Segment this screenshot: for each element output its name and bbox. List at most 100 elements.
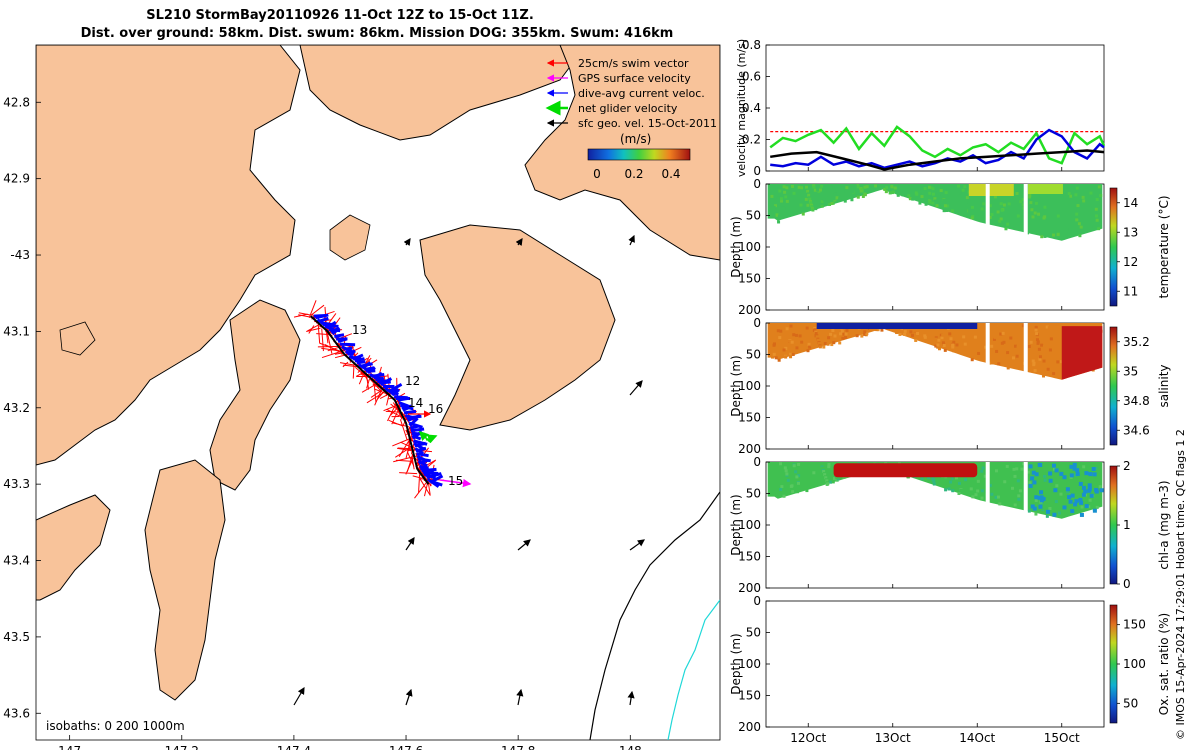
section-cell xyxy=(971,214,975,218)
section-cell xyxy=(816,338,820,342)
section-cell xyxy=(931,192,935,196)
section-cell xyxy=(787,213,791,217)
section-cell xyxy=(865,185,869,189)
section-cell xyxy=(1045,325,1049,329)
section-cell xyxy=(1001,483,1005,487)
section-cell xyxy=(999,202,1003,206)
section-cell xyxy=(941,333,945,337)
section-cell xyxy=(776,325,780,329)
section-cell xyxy=(1045,487,1049,491)
current-vector xyxy=(426,472,442,479)
section-cell xyxy=(1042,464,1046,468)
section-cell xyxy=(1077,218,1081,222)
section-cell xyxy=(903,332,907,336)
section-cell xyxy=(1031,359,1035,363)
section-cell xyxy=(850,198,854,202)
section-cell xyxy=(1022,462,1026,466)
colorbar-tick-label: 50 xyxy=(1123,696,1138,710)
section-cell xyxy=(844,332,848,336)
geo-arrow xyxy=(627,690,635,706)
section-cell xyxy=(804,197,808,201)
section-cell xyxy=(814,207,818,211)
section-cell xyxy=(780,485,784,489)
section-cell xyxy=(970,358,974,362)
section-cell xyxy=(1045,514,1049,518)
section-cell xyxy=(971,495,975,499)
section-cell xyxy=(1010,361,1014,365)
section-cell xyxy=(1007,202,1011,206)
velocity-series-line xyxy=(770,149,1105,171)
land-southwest xyxy=(36,494,111,601)
section-cell xyxy=(942,198,946,202)
velocity-ytick-label: 0.4 xyxy=(742,101,761,115)
section-cell xyxy=(792,466,796,470)
section-cell xyxy=(801,479,805,483)
section-cell xyxy=(1028,366,1032,370)
section-cell xyxy=(1030,349,1034,353)
section-cell xyxy=(1017,494,1021,498)
section-cell xyxy=(828,202,832,206)
section-cell xyxy=(845,328,849,332)
section-cell xyxy=(1058,504,1062,508)
section-cell xyxy=(1034,499,1038,503)
section-cell xyxy=(880,328,884,332)
land-east-peninsula xyxy=(419,224,616,431)
section-cell xyxy=(995,349,999,353)
section-cell xyxy=(949,337,953,341)
section-cell xyxy=(827,465,831,469)
section-cell xyxy=(851,190,855,194)
section-cell xyxy=(805,185,809,189)
section-cell xyxy=(812,185,816,189)
section-cell xyxy=(805,489,809,493)
section-cell xyxy=(981,466,985,470)
section-cell xyxy=(1039,490,1044,495)
section-cell xyxy=(927,476,931,480)
section-cell xyxy=(1052,467,1056,471)
time-tick-label: 12Oct xyxy=(790,731,826,745)
swim-vector xyxy=(317,320,321,344)
section-cell xyxy=(823,186,827,190)
section-cell xyxy=(935,204,939,208)
section-cell xyxy=(798,467,802,471)
section-cell xyxy=(983,486,987,490)
day-label: 16 xyxy=(428,402,443,416)
section-cell xyxy=(771,340,775,344)
section-cell xyxy=(988,215,992,219)
section-colorbar-label: salinity xyxy=(1157,364,1171,407)
section-cell xyxy=(944,484,948,488)
section-cell xyxy=(951,345,955,349)
geo-arrow xyxy=(405,537,415,551)
map-colorbar-label: (m/s) xyxy=(620,132,651,146)
current-vector xyxy=(337,337,347,344)
section-ytick-label: 50 xyxy=(746,348,761,362)
section-cell xyxy=(1027,345,1031,349)
section-cell xyxy=(1059,492,1063,496)
current-vector xyxy=(402,405,412,412)
section-cell xyxy=(779,488,783,492)
section-feature xyxy=(833,463,978,478)
section-cell xyxy=(1088,498,1092,502)
section-ylabel: Depth (m) xyxy=(729,633,743,694)
current-vector xyxy=(415,446,427,453)
velocity-series xyxy=(769,125,1106,171)
gps-surface-velocity-arrow xyxy=(439,478,472,488)
section-cell xyxy=(1043,474,1047,478)
section-cell xyxy=(1005,464,1009,468)
section-cell xyxy=(1033,211,1037,215)
section-cell xyxy=(947,487,951,491)
section-cell xyxy=(1030,504,1035,509)
section-ytick-label: 150 xyxy=(738,411,761,425)
section-ytick-label: 100 xyxy=(738,379,761,393)
section-feature xyxy=(816,323,978,329)
section-cell xyxy=(869,328,873,332)
section-cell xyxy=(1012,356,1016,360)
section-cell xyxy=(1094,462,1098,466)
section-cell xyxy=(990,213,994,217)
section-cell xyxy=(807,342,811,346)
section-cell xyxy=(779,462,783,466)
section-cell xyxy=(940,193,944,197)
section-cell xyxy=(970,216,974,220)
section-cell xyxy=(888,191,892,195)
section-cell xyxy=(824,476,828,480)
section-cell xyxy=(924,202,928,206)
